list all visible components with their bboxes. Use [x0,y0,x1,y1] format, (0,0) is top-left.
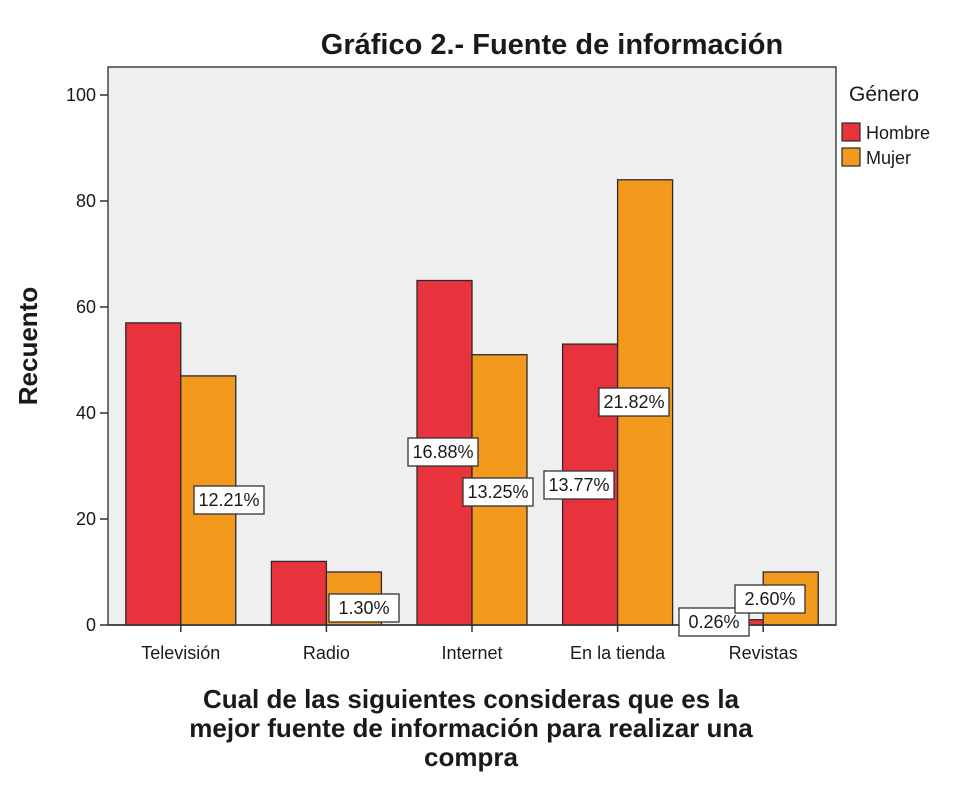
percentage-label-text: 2.60% [744,589,795,609]
x-tick-label: Internet [441,643,502,663]
y-tick-label: 100 [66,85,96,105]
y-tick-label: 40 [76,403,96,423]
x-tick-label: Televisión [141,643,220,663]
legend: Género Hombre Mujer [841,83,930,168]
percentage-label-text: 1.30% [338,598,389,618]
percentage-label-text: 12.21% [198,490,259,510]
y-tick-label: 0 [86,615,96,635]
percentage-label-text: 13.25% [467,482,528,502]
percentage-label: 2.60% [734,584,806,614]
percentage-label: 12.21% [193,485,265,515]
percentage-label-text: 21.82% [603,392,664,412]
percentage-label: 13.77% [543,470,615,500]
legend-swatch-hombre [841,122,861,142]
percentage-label-box [543,470,615,500]
percentage-label-box [734,584,806,614]
bar-hombre-1 [270,560,328,626]
bar-hombre-0 [125,322,182,626]
percentage-label: 13.25% [462,477,534,507]
percentage-label-box [193,485,265,515]
percentage-label-box [328,593,400,623]
percentage-label-text: 16.88% [412,442,473,462]
percentage-label: 16.88% [407,437,479,467]
x-axis-label-line-1: Cual de las siguientes consideras que es… [203,684,740,714]
percentage-label-box [598,387,670,417]
percentage-label-box [462,477,534,507]
x-tick-label: Revistas [729,643,798,663]
percentage-label: 0.26% [678,607,750,637]
percentage-label-box [407,437,479,467]
y-tick-label: 20 [76,509,96,529]
legend-swatch-mujer [841,147,861,167]
x-tick-label: En la tienda [570,643,666,663]
legend-label-hombre: Hombre [866,123,930,143]
percentage-label-text: 13.77% [548,475,609,495]
x-axis-label-line-2: mejor fuente de información para realiza… [189,713,753,743]
percentage-label: 1.30% [328,593,400,623]
chart-title: Gráfico 2.- Fuente de información [321,29,783,61]
x-tick-label: Radio [303,643,350,663]
y-tick-label: 60 [76,297,96,317]
percentage-label: 21.82% [598,387,670,417]
x-axis-label-line-3: compra [424,742,518,772]
y-axis-label: Recuento [13,287,43,405]
y-axis: 0 20 40 60 80 100 [66,85,108,635]
legend-label-mujer: Mujer [866,148,911,168]
percentage-label-text: 0.26% [688,612,739,632]
legend-title: Género [849,83,919,106]
y-tick-label: 80 [76,191,96,211]
x-axis: Televisión Radio Internet En la tienda Revis… [141,625,798,663]
percentage-labels: 16.88% 13.77% 0.26% 12.21% 1.30% 13.25% 21.82%… [193,387,806,637]
